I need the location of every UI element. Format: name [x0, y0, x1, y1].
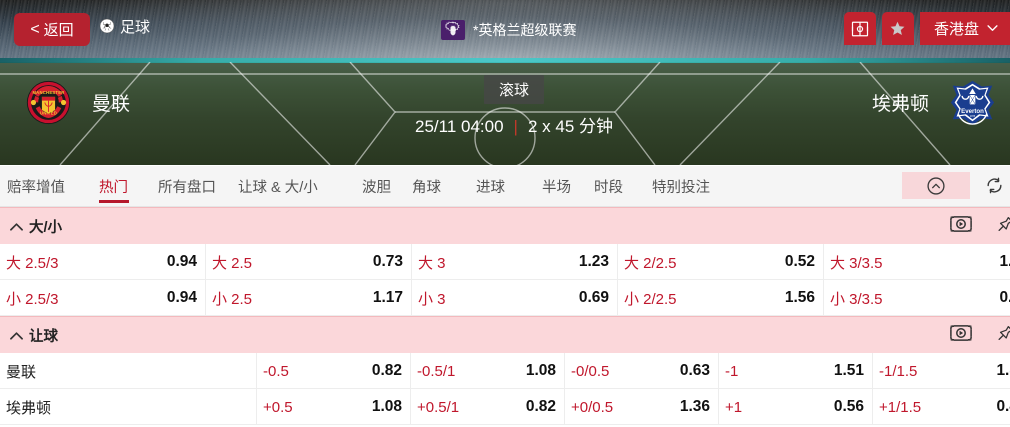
svg-text:1878: 1878: [970, 116, 976, 118]
svg-text:Everton: Everton: [961, 108, 984, 115]
svg-text:MANCHESTER: MANCHESTER: [32, 90, 64, 95]
